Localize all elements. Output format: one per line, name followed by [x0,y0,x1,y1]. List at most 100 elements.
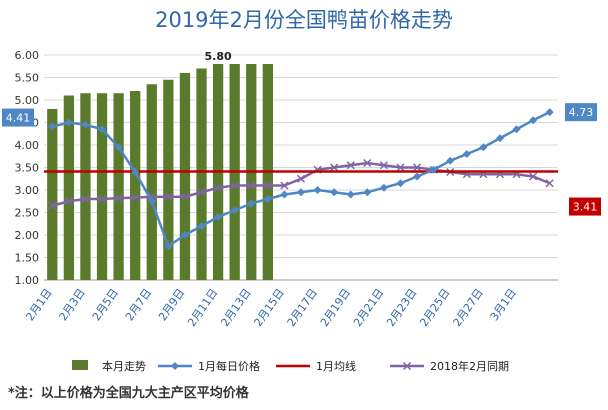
point [197,188,206,197]
point [379,183,388,192]
y-tick-label: 2.50 [15,207,40,220]
x-tick-label: 2月25日 [417,286,452,329]
legend-label: 1月每日价格 [198,359,260,373]
point [114,194,123,203]
point [396,163,405,172]
y-tick-label: 5.50 [15,72,40,85]
data-label-end: 4.73 [569,106,594,119]
point [313,186,322,194]
point [462,150,471,158]
point [280,190,289,199]
x-tick-label: 2月23日 [384,286,419,329]
y-tick-label: 6.00 [15,49,40,62]
point [280,181,289,190]
data-label-start-box [2,108,34,127]
point [247,199,256,208]
point [413,172,422,181]
data-label-start: 4.41 [6,112,31,125]
bar [96,93,108,280]
data-label-average: 3.41 [573,201,598,214]
point [263,181,272,190]
legend-swatch [72,360,88,370]
point [131,168,140,176]
bar [113,93,124,280]
data-label-end-box [565,103,597,122]
point [413,163,422,172]
legend-marker [171,362,179,370]
bar [47,109,58,280]
point [330,163,339,172]
point [297,188,305,197]
point [495,134,504,143]
y-tick-label: 1.00 [15,274,40,287]
point [64,197,73,206]
x-tick-label: 2月3日 [57,286,88,323]
point [164,192,173,201]
point [180,192,189,201]
bar [179,73,191,280]
x-tick-label: 2月19日 [318,286,353,329]
point [214,183,223,192]
bar [146,84,157,280]
bar [63,95,75,280]
x-tick-label: 2月21日 [351,286,386,329]
point [479,143,488,152]
series-line [51,161,551,207]
point [529,172,538,181]
y-tick-label: 3.00 [15,184,40,197]
x-tick-label: 2月7日 [123,286,154,323]
x-tick-label: 2月27日 [451,286,486,329]
point [263,195,272,203]
legend-label: 1月均线 [316,359,356,373]
x-tick-label: 2月9日 [156,286,187,323]
bar [196,68,207,280]
point [296,174,306,183]
legend-label: 2018年2月同期 [430,359,509,373]
point [429,165,438,174]
point [64,118,73,127]
point [512,125,521,134]
point [330,188,339,197]
chart-footnote: *注：以上价格为全国九大主产区平均价格 [8,386,249,401]
point [545,108,554,117]
point [131,193,140,202]
point [247,181,256,190]
point [230,181,239,190]
y-tick-label: 3.50 [15,162,40,175]
chart-title: 2019年2月份全国鸭苗价格走势 [155,8,453,32]
legend-marker [402,361,412,371]
legend-label: 本月走势 [102,359,146,373]
y-tick-label: 4.00 [15,139,40,152]
point [98,194,107,204]
x-tick-label: 2月17日 [285,286,320,329]
point [346,161,355,170]
point [346,190,355,199]
point [180,231,189,239]
point [396,179,405,188]
point [214,213,223,221]
point [98,125,107,134]
point [48,122,57,131]
y-tick-label: 1.50 [15,252,40,265]
point [114,143,123,152]
x-tick-label: 2月5日 [90,286,121,323]
x-tick-label: 2月1日 [23,286,54,323]
point [529,116,538,125]
point [197,222,206,230]
bar-data-label: 5.80 [205,50,232,63]
point [363,188,372,197]
y-tick-label: 2.00 [15,229,40,242]
bar [130,91,141,280]
data-label-average-box [569,197,601,216]
y-tick-label: 5.00 [15,94,40,107]
point [379,161,388,170]
x-tick-label: 2月13日 [218,286,253,329]
bar [163,79,174,280]
x-tick-label: 2月15日 [252,286,287,329]
point [545,179,554,188]
point [446,156,455,165]
point [147,197,156,206]
bar [80,93,91,280]
point [48,201,57,210]
